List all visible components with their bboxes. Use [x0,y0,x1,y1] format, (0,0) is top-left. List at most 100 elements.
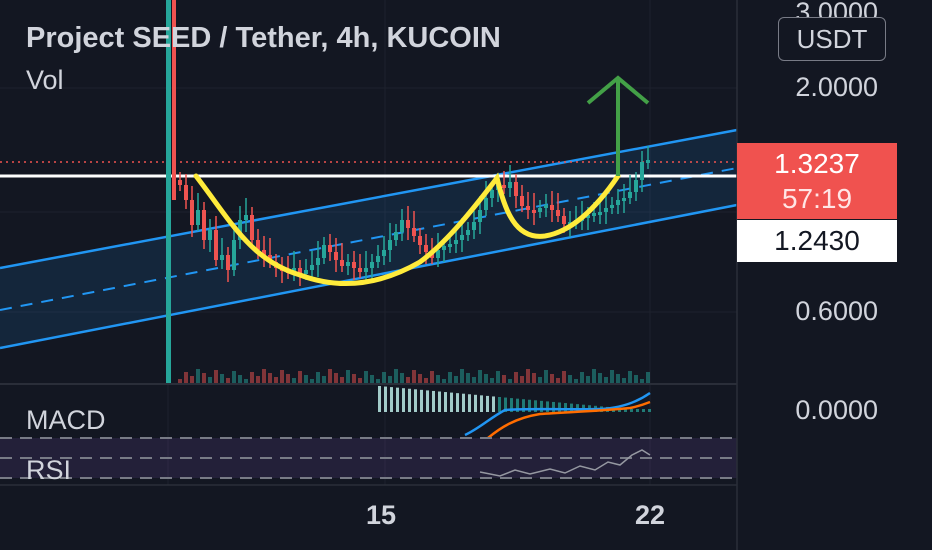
volume-bar [358,378,362,383]
macd-histogram-bar [552,401,555,412]
candle-body [298,268,302,274]
volume-bar [394,369,398,383]
volume-bar [472,377,476,383]
candle-body [466,230,470,235]
macd-histogram-bar [450,392,453,412]
candle-body [310,265,314,270]
macd-indicator-label[interactable]: MACD [26,405,106,435]
candle-body [592,213,596,216]
candle-body [340,260,344,266]
macd-histogram-bar [564,403,567,412]
candle-body [244,215,248,220]
candle-body [586,215,590,218]
candle-body [178,180,182,185]
candle-body [604,208,608,212]
macd-histogram-bar [474,394,477,412]
macd-histogram-bar [390,387,393,412]
candle-body [196,210,200,225]
macd-signal-line [487,400,651,439]
volume-bar [370,375,374,383]
volume-bar [334,373,338,383]
candle-body [436,250,440,258]
volume-bar [502,375,506,383]
rsi-indicator-label[interactable]: RSI [26,455,72,480]
candle-body [352,262,356,268]
volume-bar [208,377,212,383]
volume-indicator-label[interactable]: Vol [26,65,64,95]
candle-body [412,228,416,236]
last-price-value: 1.3237 [774,148,860,179]
volume-bar [562,371,566,383]
candle-body [490,190,494,198]
candle-body [316,258,320,265]
volume-bar [322,376,326,383]
breakout-arrow[interactable] [586,75,650,176]
candle-body [610,205,614,208]
candle-body [514,182,518,196]
candle-body [220,255,224,260]
volume-bar [520,376,524,383]
volume-bar [544,370,548,383]
candle-body [538,208,542,212]
macd-histogram-bar [444,392,447,412]
volume-bar [556,378,560,383]
volume-bar [616,374,620,383]
volume-bar [424,378,428,383]
macd-histogram-bar [630,409,633,412]
listing-candle-body-red [172,0,176,200]
candle-body [208,230,212,240]
candle-body [472,222,476,230]
candle-body [484,198,488,210]
macd-histogram-bar [522,399,525,412]
macd-histogram-bar [480,395,483,412]
volume-bar [388,376,392,383]
candle-body [370,262,374,268]
symbol-title[interactable]: Project SEED / Tether, 4h, KUCOIN [26,22,501,54]
volume-bar [256,376,260,383]
volume-bar [406,377,410,383]
volume-bar [430,371,434,383]
volume-bar [574,379,578,383]
macd-histogram-bar [528,399,531,412]
candle-body [646,160,650,163]
volume-bar [526,369,530,383]
macd-histogram-bar [492,396,495,412]
candle-body [598,212,602,215]
macd-histogram-bar [438,391,441,412]
volume-bar [286,374,290,383]
candle-body [562,216,566,224]
macd-histogram-bar [396,387,399,412]
volume-bar [292,378,296,383]
channel-lower-line[interactable] [0,203,738,350]
volume-bar [508,379,512,383]
macd-histogram-bar [402,388,405,412]
volume-bar [550,374,554,383]
volume-bar [538,377,542,383]
channel-upper-line[interactable] [0,128,738,270]
volume-bar [640,379,644,383]
candle-body [250,215,254,240]
volume-bar [568,375,572,383]
candle-body [460,235,464,240]
volume-bar [262,369,266,383]
price-axis-label: 0.6000 [795,296,878,326]
volume-bar [586,376,590,383]
volume-bar [250,372,254,383]
volume-bar [604,377,608,383]
cup-and-handle-drawing[interactable] [193,172,621,286]
candle-body [532,210,536,213]
currency-button[interactable]: USDT [778,17,886,61]
listing-candle-body [166,0,171,383]
volume-bar [460,369,464,383]
macd-histogram-bar [570,403,573,412]
volume-bar [268,373,272,383]
macd-histogram-bar [468,394,471,412]
time-axis-label: 15 [366,500,397,530]
candle-body [232,240,236,270]
volume-bar [346,370,350,383]
candle-body [634,180,638,192]
volume-bar [184,372,188,383]
volume-bar [196,369,200,383]
volume-bar [382,372,386,383]
